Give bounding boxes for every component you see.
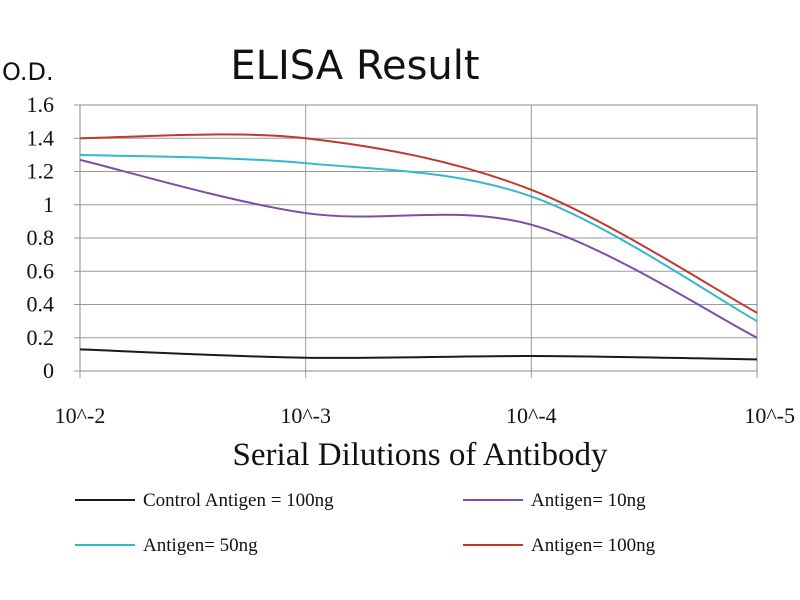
y-tick-label: 0.6 (27, 258, 55, 283)
series-line-4 (79, 133, 758, 314)
legend-label: Antigen= 10ng (531, 490, 646, 511)
y-tick-label: 1 (43, 192, 54, 217)
y-tick-label: 1.6 (27, 92, 55, 117)
legend: Control Antigen = 100ng Antigen= 10ng Anti… (75, 490, 656, 556)
legend-label: Control Antigen = 100ng (143, 490, 334, 511)
x-tick-label: 10^-5 (744, 403, 795, 428)
x-tick-label: 10^-4 (506, 403, 557, 428)
series-line-1 (79, 348, 758, 361)
y-tick-label: 1.2 (27, 159, 55, 184)
y-tick-label: 0.4 (27, 292, 55, 317)
gridlines (74, 104, 758, 378)
y-tick-label: 0.2 (27, 325, 55, 350)
series-line-3 (79, 153, 758, 323)
y-axis-label: O.D. (2, 58, 54, 86)
chart-title: ELISA Result (230, 43, 479, 89)
series-lines (79, 133, 758, 361)
legend-label: Antigen= 100ng (531, 535, 656, 556)
y-tick-label: 0 (43, 358, 54, 383)
y-tick-label: 1.4 (27, 125, 55, 150)
legend-label: Antigen= 50ng (143, 535, 258, 556)
x-tick-label: 10^-3 (280, 403, 331, 428)
series-line-2 (79, 158, 758, 339)
y-tick-label: 0.8 (27, 225, 55, 250)
x-axis-label: Serial Dilutions of Antibody (233, 437, 608, 473)
x-axis-ticks: 10^-2 10^-3 10^-4 10^-5 (55, 403, 795, 428)
x-tick-label: 10^-2 (55, 403, 106, 428)
y-axis-ticks: 0 0.2 0.4 0.6 0.8 1 1.2 1.4 1.6 (27, 92, 55, 383)
plot-frame (79, 104, 758, 372)
